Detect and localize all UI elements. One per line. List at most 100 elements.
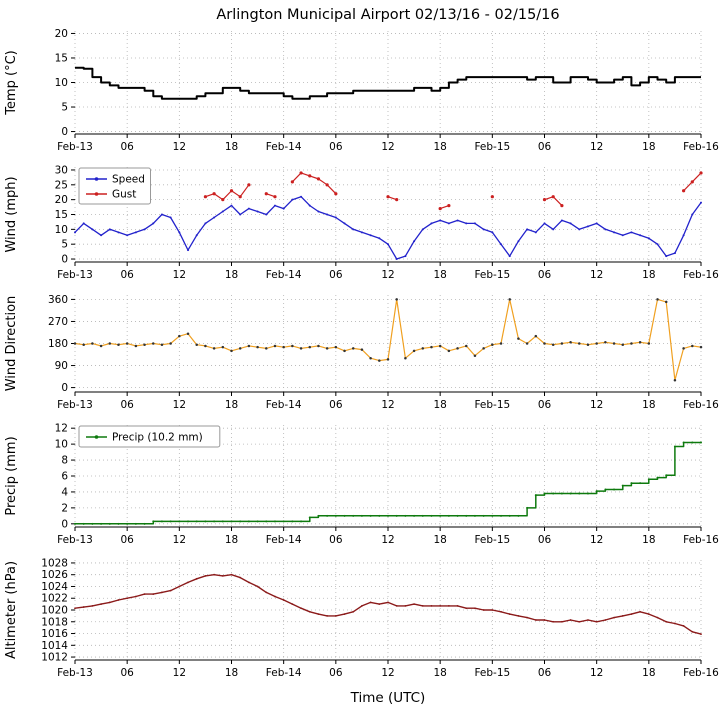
wind-direction-xtick: 18: [642, 399, 655, 411]
wind-chart: Feb-13 06 12 18 Feb-14 06 12 18 Feb-15 06 12 18 Feb-…: [4, 164, 719, 281]
precip-xtick: 18: [225, 534, 238, 546]
wind-xtick: 18: [642, 269, 655, 281]
wind-direction-xtick: 06: [329, 399, 343, 411]
altimeter-ytick: 1020: [41, 605, 68, 617]
wind-direction-xtick: 12: [173, 399, 186, 411]
panel-wind: Feb-13 06 12 18 Feb-14 06 12 18 Feb-15 06 12 18 Feb-…: [0, 162, 725, 290]
altimeter-ylabel: Altimeter (hPa): [4, 561, 19, 659]
wind-ytick: 10: [55, 224, 68, 236]
wind-xtick: Feb-13: [57, 269, 93, 281]
temp-ytick: 20: [55, 28, 68, 40]
precip-ytick: 4: [61, 486, 68, 498]
precip-chart: Feb-13 06 12 18 Feb-14 06 12 18 Feb-15 06 12 18 Feb-…: [4, 423, 719, 546]
wind-direction-xtick: 06: [120, 399, 134, 411]
altimeter-ytick: 1016: [41, 628, 68, 640]
temp-xtick: 18: [225, 141, 238, 153]
wind-direction-xtick: Feb-15: [474, 399, 510, 411]
panel-temp: Feb-13 06 12 18 Feb-14 06 12 18 Feb-15 06 12 18 Feb-…: [0, 26, 725, 162]
altimeter-xtick: Feb-16: [683, 667, 719, 679]
wind-xtick: 12: [590, 269, 603, 281]
altimeter-xtick: 06: [120, 667, 134, 679]
altimeter-ytick: 1024: [41, 581, 68, 593]
wind-ylabel: Wind (mph): [4, 176, 19, 252]
precip-legend: [78, 425, 221, 448]
wind-direction-xtick: 12: [381, 399, 394, 411]
temp-ytick: 10: [55, 77, 68, 89]
altimeter-xtick: 06: [538, 667, 552, 679]
wind-ytick: 25: [55, 179, 68, 191]
altimeter-xtick: 12: [173, 667, 186, 679]
altimeter-xtick: 18: [225, 667, 238, 679]
temp-xtick: Feb-13: [57, 141, 93, 153]
precip-xtick: 12: [381, 534, 394, 546]
precip-ytick: 10: [55, 439, 68, 451]
wind-direction-xtick: 18: [433, 399, 446, 411]
wind-xtick: 12: [173, 269, 186, 281]
precip-ytick: 6: [61, 471, 68, 483]
altimeter-xtick: Feb-13: [57, 667, 93, 679]
panel-wind-direction: Feb-13 06 12 18 Feb-14 06 12 18 Feb-15 06 12 18 Feb-…: [0, 290, 725, 420]
wind-ytick: 30: [55, 164, 68, 176]
wind-direction-ylabel: Wind Direction: [4, 296, 19, 392]
temp-ytick: 0: [61, 126, 68, 138]
wind-direction-ytick: 180: [48, 338, 68, 350]
precip-xtick: 06: [329, 534, 343, 546]
wind-xtick: Feb-16: [683, 269, 719, 281]
chart-title: Arlington Municipal Airport 02/13/16 - 0…: [216, 7, 560, 23]
wind-direction-xtick: 12: [590, 399, 603, 411]
altimeter-ytick: 1012: [41, 652, 68, 664]
panel-precip: Feb-13 06 12 18 Feb-14 06 12 18 Feb-15 06 12 18 Feb-…: [0, 420, 725, 555]
temp-xtick: 12: [173, 141, 186, 153]
precip-xtick: 06: [120, 534, 134, 546]
wind-xtick: 18: [225, 269, 238, 281]
wind-direction-ytick: 270: [48, 316, 68, 328]
altimeter-xtick: Feb-14: [266, 667, 302, 679]
precip-ytick: 0: [61, 518, 68, 530]
temp-xtick: 12: [590, 141, 603, 153]
wind-direction-xtick: 06: [538, 399, 552, 411]
wind-xtick: 06: [329, 269, 343, 281]
wind-xtick: 12: [381, 269, 394, 281]
temp-xtick: 06: [538, 141, 552, 153]
temp-xtick: Feb-16: [683, 141, 719, 153]
temp-xtick: 12: [381, 141, 394, 153]
wind-direction-xtick: Feb-16: [683, 399, 719, 411]
wind-direction-ytick: 360: [48, 294, 68, 306]
altimeter-xtick: 18: [642, 667, 655, 679]
altimeter-chart: Feb-13 06 12 18 Feb-14 06 12 18 Feb-15 06 12 18 Feb-…: [4, 557, 719, 679]
precip-xtick: 12: [173, 534, 186, 546]
altimeter-xtick: 06: [329, 667, 343, 679]
x-axis-label: Time (UTC): [350, 690, 426, 706]
altimeter-xtick: 12: [381, 667, 394, 679]
precip-xtick: Feb-13: [57, 534, 93, 546]
panel-altimeter: Feb-13 06 12 18 Feb-14 06 12 18 Feb-15 06 12 18 Feb-…: [0, 555, 725, 688]
altimeter-xtick: Feb-15: [474, 667, 510, 679]
precip-ytick: 12: [55, 423, 68, 435]
precip-xtick: 18: [642, 534, 655, 546]
precip-xtick: Feb-14: [266, 534, 302, 546]
wind-direction-xtick: Feb-13: [57, 399, 93, 411]
precip-xtick: Feb-15: [474, 534, 510, 546]
altimeter-ytick: 1014: [41, 640, 68, 652]
wind-direction-xtick: Feb-14: [266, 399, 302, 411]
wind-direction-ytick: 0: [61, 382, 68, 394]
precip-series-Precip (10.2 mm): [75, 441, 701, 525]
temp-xtick: Feb-15: [474, 141, 510, 153]
temp-xtick: 06: [120, 141, 134, 153]
temp-ytick: 15: [55, 52, 68, 64]
altimeter-xtick: 18: [433, 667, 446, 679]
temp-xtick: 18: [642, 141, 655, 153]
wind-direction-xtick: 18: [225, 399, 238, 411]
wind-legend-label: Speed: [112, 174, 145, 186]
precip-xtick: 18: [433, 534, 446, 546]
wind-legend-label: Gust: [112, 189, 136, 201]
precip-xtick: Feb-16: [683, 534, 719, 546]
temp-xtick: 18: [433, 141, 446, 153]
temp-xtick: Feb-14: [266, 141, 302, 153]
wind-xtick: Feb-14: [266, 269, 302, 281]
wind-xtick: 18: [433, 269, 446, 281]
wind-xtick: 06: [120, 269, 134, 281]
wind-ytick: 20: [55, 194, 68, 206]
temp-chart: Feb-13 06 12 18 Feb-14 06 12 18 Feb-15 06 12 18 Feb-…: [4, 28, 719, 153]
